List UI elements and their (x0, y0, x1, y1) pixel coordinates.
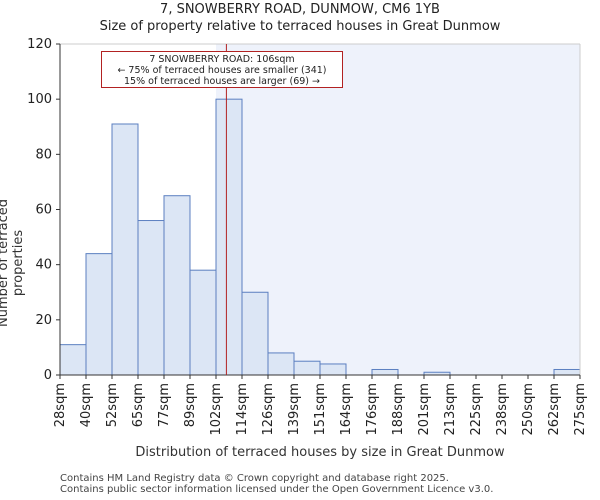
x-tick-label: 176sqm (365, 383, 380, 436)
x-axis-label: Distribution of terraced houses by size … (135, 445, 505, 460)
chart-subtitle: Size of property relative to terraced ho… (99, 19, 501, 34)
x-tick-label: 102sqm (209, 383, 224, 436)
histogram-bar (553, 368, 581, 376)
annotation-line-3: 15% of terraced houses are larger (69) → (124, 76, 320, 87)
x-tick-label: 275sqm (573, 383, 588, 436)
histogram-bar (163, 195, 191, 376)
x-tick-label: 52sqm (105, 383, 120, 427)
x-tick-label: 89sqm (183, 383, 198, 427)
histogram-bar (189, 269, 217, 376)
x-tick-label: 250sqm (521, 383, 536, 436)
property-annotation-box: 7 SNOWBERRY ROAD: 106sqm ← 75% of terrac… (101, 51, 343, 88)
chart-title: 7, SNOWBERRY ROAD, DUNMOW, CM6 1YB (160, 2, 440, 17)
x-tick-label: 151sqm (313, 383, 328, 436)
x-tick-label: 164sqm (339, 383, 354, 436)
x-tick-label: 262sqm (547, 383, 562, 436)
annotation-line-1: 7 SNOWBERRY ROAD: 106sqm (149, 54, 295, 65)
y-tick-label: 20 (35, 313, 52, 328)
histogram-bar (59, 344, 87, 376)
x-tick-label: 238sqm (495, 383, 510, 436)
x-tick-label: 213sqm (443, 383, 458, 436)
footer-copyright: Contains HM Land Registry data © Crown c… (60, 473, 449, 484)
annotation-line-2: ← 75% of terraced houses are smaller (34… (117, 65, 327, 76)
y-tick-label: 100 (27, 92, 52, 107)
footer-licence: Contains public sector information licen… (60, 484, 494, 495)
x-tick-label: 28sqm (53, 383, 68, 427)
histogram-bar (241, 291, 269, 376)
y-tick-label: 80 (35, 147, 52, 162)
highlight-region (216, 44, 580, 375)
histogram-bar (215, 98, 243, 376)
x-tick-label: 77sqm (157, 383, 172, 427)
histogram-bar (85, 253, 113, 376)
y-axis-label: Number of terraced properties (0, 199, 26, 327)
histogram-bar (293, 360, 321, 376)
histogram-bar (319, 363, 347, 376)
histogram-bar (137, 220, 165, 376)
x-tick-label: 126sqm (261, 383, 276, 436)
histogram-bar (267, 352, 295, 376)
histogram-bar (111, 123, 139, 376)
x-tick-label: 225sqm (469, 383, 484, 436)
x-tick-label: 114sqm (235, 383, 250, 436)
x-tick-label: 139sqm (287, 383, 302, 436)
y-tick-label: 0 (44, 368, 52, 383)
x-tick-label: 188sqm (391, 383, 406, 436)
x-tick-label: 201sqm (417, 383, 432, 436)
x-tick-label: 40sqm (79, 383, 94, 427)
y-tick-label: 40 (35, 258, 52, 273)
y-tick-label: 60 (35, 203, 52, 218)
histogram-bar (371, 368, 399, 376)
y-tick-label: 120 (27, 37, 52, 52)
x-tick-label: 65sqm (131, 383, 146, 427)
